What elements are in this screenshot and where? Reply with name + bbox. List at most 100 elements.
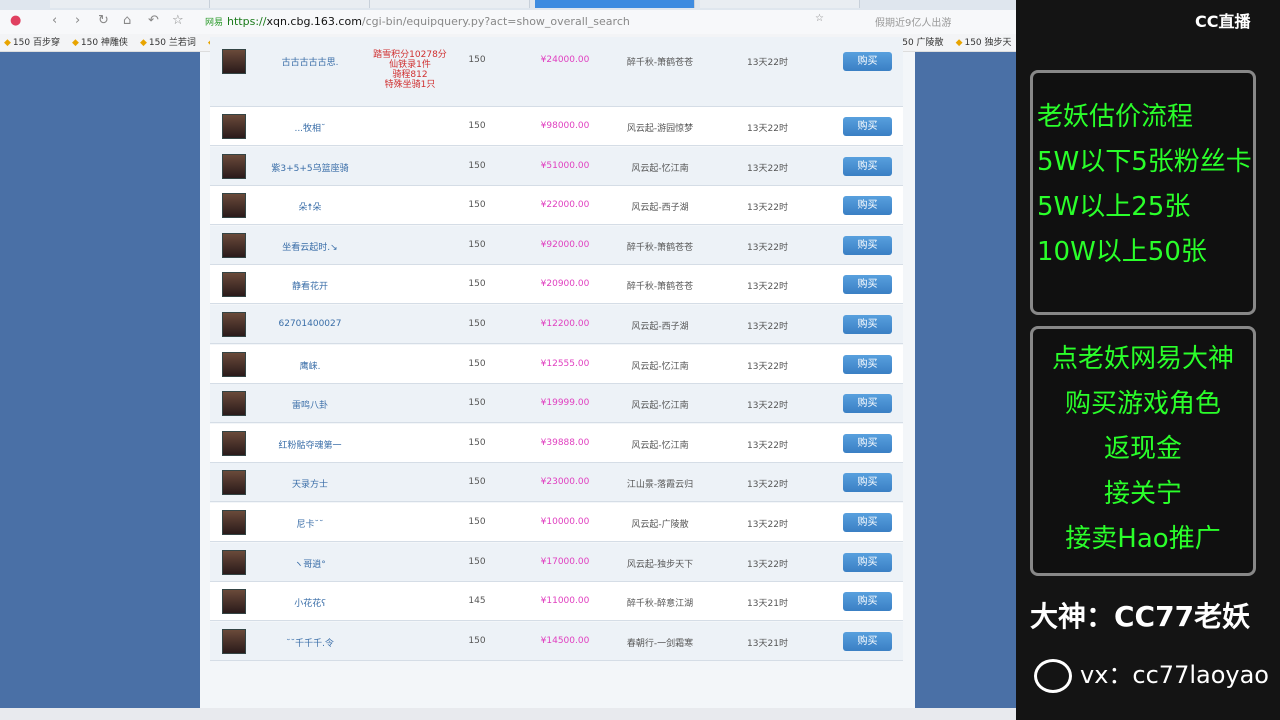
home-icon[interactable]: ⌂ <box>123 13 132 28</box>
role-name[interactable]: ヽ哥逍° <box>294 559 326 570</box>
buy-button[interactable]: 购买 <box>843 275 892 295</box>
avatar[interactable] <box>222 312 246 337</box>
buy-button[interactable]: 购买 <box>843 196 892 216</box>
browser-window: ● ‹ › ↻ ⌂ ↶ ☆ 网易 https://xqn.cbg.163.com/… <box>0 0 1016 720</box>
time-left: 13天22时 <box>747 282 788 293</box>
avatar[interactable] <box>222 153 246 179</box>
table-row: 雷鸣八卦 150 ¥19999.00 风云起-忆江南 13天22时 购买 <box>210 384 903 424</box>
price: ¥39888.00 <box>540 437 590 448</box>
avatar[interactable] <box>222 430 246 456</box>
avatar[interactable] <box>222 589 246 615</box>
buy-button[interactable]: 购买 <box>843 552 892 572</box>
role-name[interactable]: 朵☨朵 <box>298 203 322 214</box>
bookmark-icon: ◆ <box>71 38 79 48</box>
table-row: 坐看云起时.↘ 150 ¥92000.00 醉千秋-箫鹤苍苍 13天22时 购买 <box>210 225 903 265</box>
overlay-line: 10W以上50张 <box>1037 237 1207 267</box>
avatar[interactable] <box>222 628 246 654</box>
avatar[interactable] <box>222 193 246 219</box>
role-name[interactable]: 雷鸣八卦 <box>291 401 328 412</box>
buy-button[interactable]: 购买 <box>843 354 892 374</box>
wechat-line: vx：cc77laoyao <box>1034 655 1269 693</box>
bookmark-item[interactable]: ◆ 150 独步天 <box>956 34 1012 51</box>
tab-active[interactable] <box>535 0 695 8</box>
buy-button[interactable]: 购买 <box>843 473 892 493</box>
level: 150 <box>468 477 486 488</box>
buy-button[interactable]: 购买 <box>843 117 892 136</box>
reload-icon[interactable]: ↻ <box>98 13 109 28</box>
avatar[interactable] <box>222 549 246 575</box>
buy-button[interactable]: 购买 <box>843 513 892 532</box>
bookmark-item[interactable]: ◆ 150 神雕侠 <box>71 34 128 51</box>
server: 风云起-西子湖 <box>631 322 689 332</box>
role-name[interactable]: 62701400027 <box>278 319 342 329</box>
buy-button[interactable]: 购买 <box>843 52 892 71</box>
role-name[interactable]: 鹰崃. <box>299 361 321 372</box>
level: 150 <box>468 121 486 131</box>
extra-line: 踏雪积分10278分 <box>373 50 447 60</box>
buy-button[interactable]: 购买 <box>843 394 892 414</box>
server: 风云起-忆江南 <box>631 361 689 372</box>
tab[interactable] <box>50 0 210 8</box>
browser-logo-icon: ● <box>10 13 22 28</box>
price: ¥17000.00 <box>540 556 590 567</box>
avatar[interactable] <box>222 351 246 377</box>
undo-icon[interactable]: ↶ <box>148 13 159 28</box>
tab[interactable] <box>700 0 860 8</box>
level: 150 <box>468 358 486 369</box>
role-name[interactable]: 静看花开 <box>291 282 328 293</box>
search-hint[interactable]: 假期近9亿人出游 <box>875 18 952 29</box>
role-name[interactable]: ˘˘千千千.令 <box>286 638 334 649</box>
avatar[interactable] <box>222 470 246 496</box>
time-left: 13天22时 <box>747 203 788 214</box>
back-icon[interactable]: ‹ <box>52 13 58 28</box>
avatar[interactable] <box>222 232 246 258</box>
time-left: 13天22时 <box>747 520 788 530</box>
role-name[interactable]: 天录方士 <box>291 480 328 491</box>
bookmark-label: 150 独步天 <box>964 38 1012 48</box>
price: ¥11000.00 <box>540 596 590 607</box>
url-path: /cgi-bin/equipquery.py?act=show_overall_… <box>361 15 630 28</box>
server: 江山景-落霞云归 <box>626 480 694 491</box>
avatar[interactable] <box>222 510 246 535</box>
server: 醉千秋-箫鹤苍苍 <box>626 58 694 68</box>
overlay-line: 购买游戏角色 <box>1064 389 1221 419</box>
role-name[interactable]: 古古古古古思. <box>281 58 339 68</box>
buy-button[interactable]: 购买 <box>843 592 892 612</box>
tab[interactable] <box>210 0 370 8</box>
role-name[interactable]: 尼卡˘˘ <box>296 520 324 530</box>
buy-button[interactable]: 购买 <box>843 631 892 651</box>
time-left: 13天21时 <box>747 599 788 610</box>
bookmark-item[interactable]: ◆ 150 兰若词 <box>140 34 196 51</box>
level: 150 <box>468 635 486 646</box>
forward-icon[interactable]: › <box>75 13 81 28</box>
tab[interactable] <box>370 0 530 8</box>
time-left: 13天22时 <box>747 242 788 253</box>
avatar[interactable] <box>222 272 246 298</box>
role-name[interactable]: 小花花ʕ <box>294 599 326 610</box>
role-name[interactable]: 坐看云起时.↘ <box>282 242 338 253</box>
star-icon[interactable]: ☆ <box>172 13 184 28</box>
role-name[interactable]: ...牧相˘ <box>294 124 326 134</box>
buy-button[interactable]: 购买 <box>843 235 892 255</box>
url-badge: 网易 <box>205 18 224 28</box>
bookmark-label: 150 百步穿 <box>12 38 60 48</box>
avatar[interactable] <box>222 391 246 417</box>
price-process-box: 老妖估价流程 5W以下5张粉丝卡 5W以上25张 10W以上50张 <box>1030 70 1256 315</box>
time-left: 13天22时 <box>747 163 788 174</box>
bookmark-item[interactable]: ◆150 百步穿 <box>4 34 60 51</box>
buy-button[interactable]: 购买 <box>843 433 892 453</box>
table-row: 红粉骷夺魂第一 150 ¥39888.00 风云起-忆江南 13天22时 购买 <box>210 423 903 463</box>
role-name[interactable]: 红粉骷夺魂第一 <box>278 440 342 451</box>
buy-button[interactable]: 购买 <box>843 315 892 334</box>
server: 醉千秋-箫鹤苍苍 <box>626 282 694 293</box>
bookmark-label: 150 广陵散 <box>896 38 944 48</box>
role-name[interactable]: 紫3+5+5乌篮座骑 <box>271 163 349 174</box>
overlay-line: 点老妖网易大神 <box>1051 344 1234 374</box>
cc-logo: CC直播 <box>1195 12 1251 31</box>
url-input[interactable]: 网易 https://xqn.cbg.163.com/cgi-bin/equipq… <box>205 14 805 30</box>
extra-line: 特殊坐骑1只 <box>384 80 436 90</box>
buy-button[interactable]: 购买 <box>843 156 892 176</box>
bookmark-star-icon[interactable]: ☆ <box>815 13 824 24</box>
avatar[interactable] <box>222 114 246 139</box>
avatar[interactable] <box>222 49 246 74</box>
